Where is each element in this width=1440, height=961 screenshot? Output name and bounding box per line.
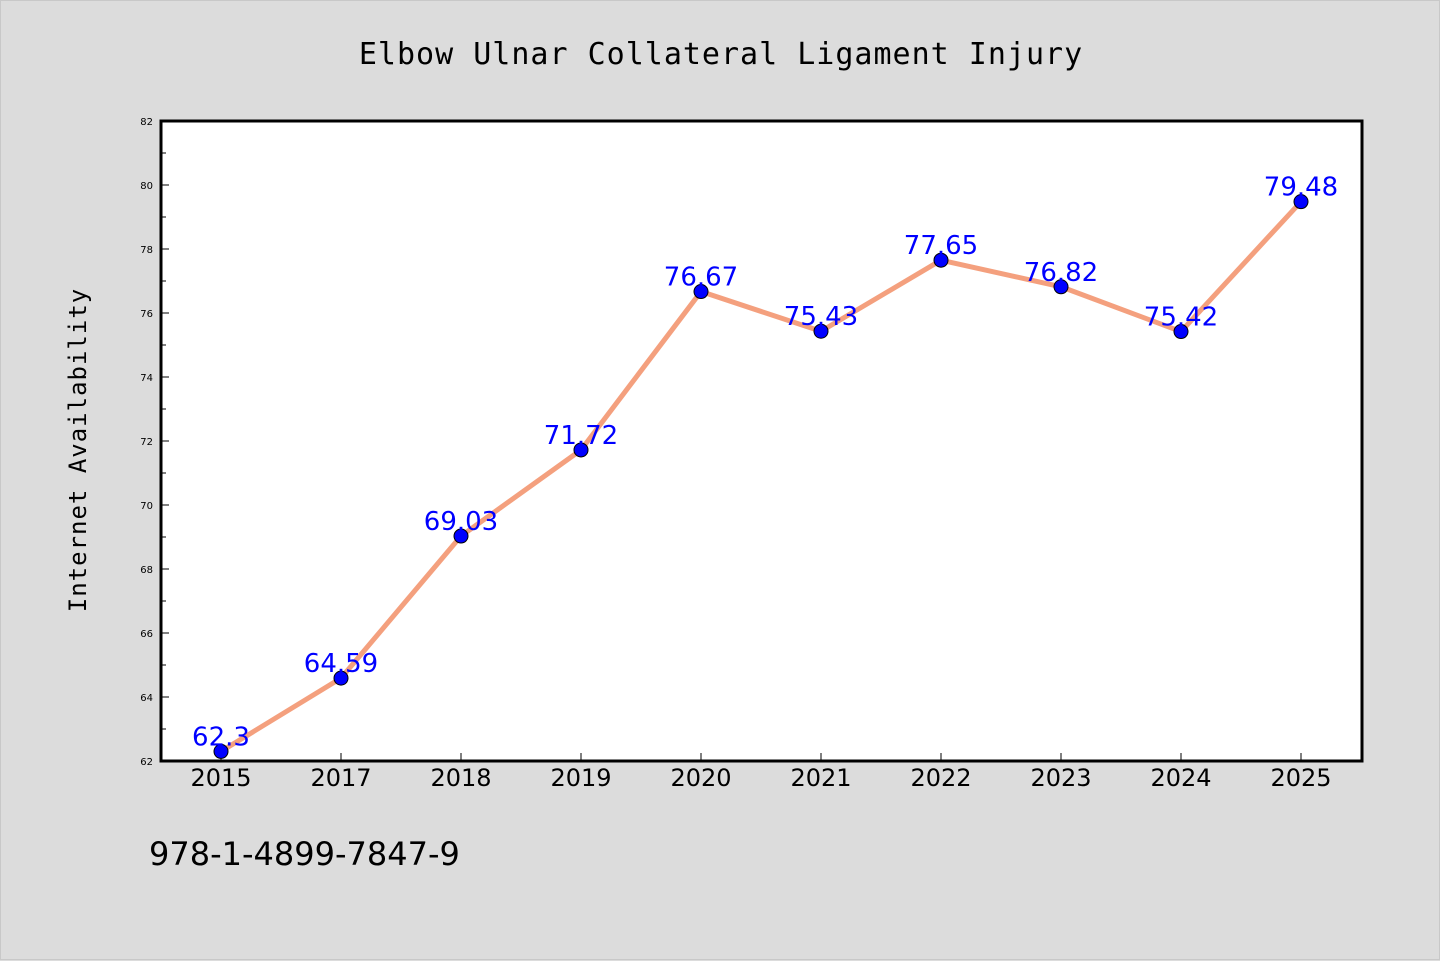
- data-label: 77.65: [904, 231, 978, 261]
- x-tick-label: 2017: [310, 764, 371, 792]
- y-tick-label: 64: [140, 693, 153, 704]
- y-tick-label: 74: [140, 373, 153, 384]
- x-tick-label: 2025: [1270, 764, 1331, 792]
- data-point-marker: [813, 323, 829, 339]
- x-tick-label: 2021: [790, 764, 851, 792]
- data-label: 64.59: [304, 649, 378, 679]
- x-tick-label: 2018: [430, 764, 491, 792]
- x-tick-label: 2020: [670, 764, 731, 792]
- data-label: 62.3: [192, 722, 250, 752]
- x-tick-label: 2015: [190, 764, 251, 792]
- y-tick-label: 72: [140, 437, 153, 448]
- data-label: 79.48: [1264, 173, 1338, 203]
- data-point-marker: [1173, 324, 1189, 340]
- data-label: 76.67: [664, 263, 738, 293]
- data-point-marker: [573, 442, 589, 458]
- data-point-marker: [213, 743, 229, 759]
- y-tick-label: 76: [140, 309, 153, 320]
- series-markers: [213, 194, 1309, 759]
- y-tick-label: 82: [140, 117, 153, 128]
- data-label: 75.43: [784, 302, 858, 332]
- data-point-marker: [933, 252, 949, 268]
- data-label: 76.82: [1024, 258, 1098, 288]
- x-tick-label: 2019: [550, 764, 611, 792]
- data-labels: 62.3 64.59 69.03 71.72 76.67 75.43 77.65 76.82 7…: [192, 173, 1338, 753]
- series-line: [218, 199, 1304, 754]
- y-axis-label: Internet Availability: [64, 288, 92, 612]
- data-point-marker: [453, 528, 469, 544]
- data-point-marker: [693, 284, 709, 300]
- data-point-marker: [1293, 194, 1309, 210]
- y-tick-label: 62: [140, 757, 153, 768]
- series-lines: [218, 199, 1304, 754]
- y-tick-label: 70: [140, 501, 153, 512]
- chart-title: Elbow Ulnar Collateral Ligament Injury: [359, 37, 1083, 72]
- x-tick-label: 2023: [1030, 764, 1091, 792]
- y-tick-label: 80: [140, 181, 153, 192]
- isbn-annotation: 978-1-4899-7847-9: [149, 835, 460, 873]
- y-tick-label: 66: [140, 629, 153, 640]
- x-axis-ticks: 2015 2017 2018 2019 2020 2021 2022 2023 2024 2025: [190, 753, 1332, 792]
- y-tick-label: 68: [140, 565, 153, 576]
- x-tick-label: 2022: [910, 764, 971, 792]
- data-label: 75.42: [1144, 303, 1218, 333]
- y-tick-label: 78: [140, 245, 153, 256]
- data-point-marker: [1053, 279, 1069, 295]
- data-point-marker: [333, 670, 349, 686]
- data-label: 69.03: [424, 507, 498, 537]
- data-label: 71.72: [544, 421, 618, 451]
- x-tick-label: 2024: [1150, 764, 1211, 792]
- y-axis-ticks: 62 64 66 68 70 72 74 76 78 80 82: [140, 117, 169, 768]
